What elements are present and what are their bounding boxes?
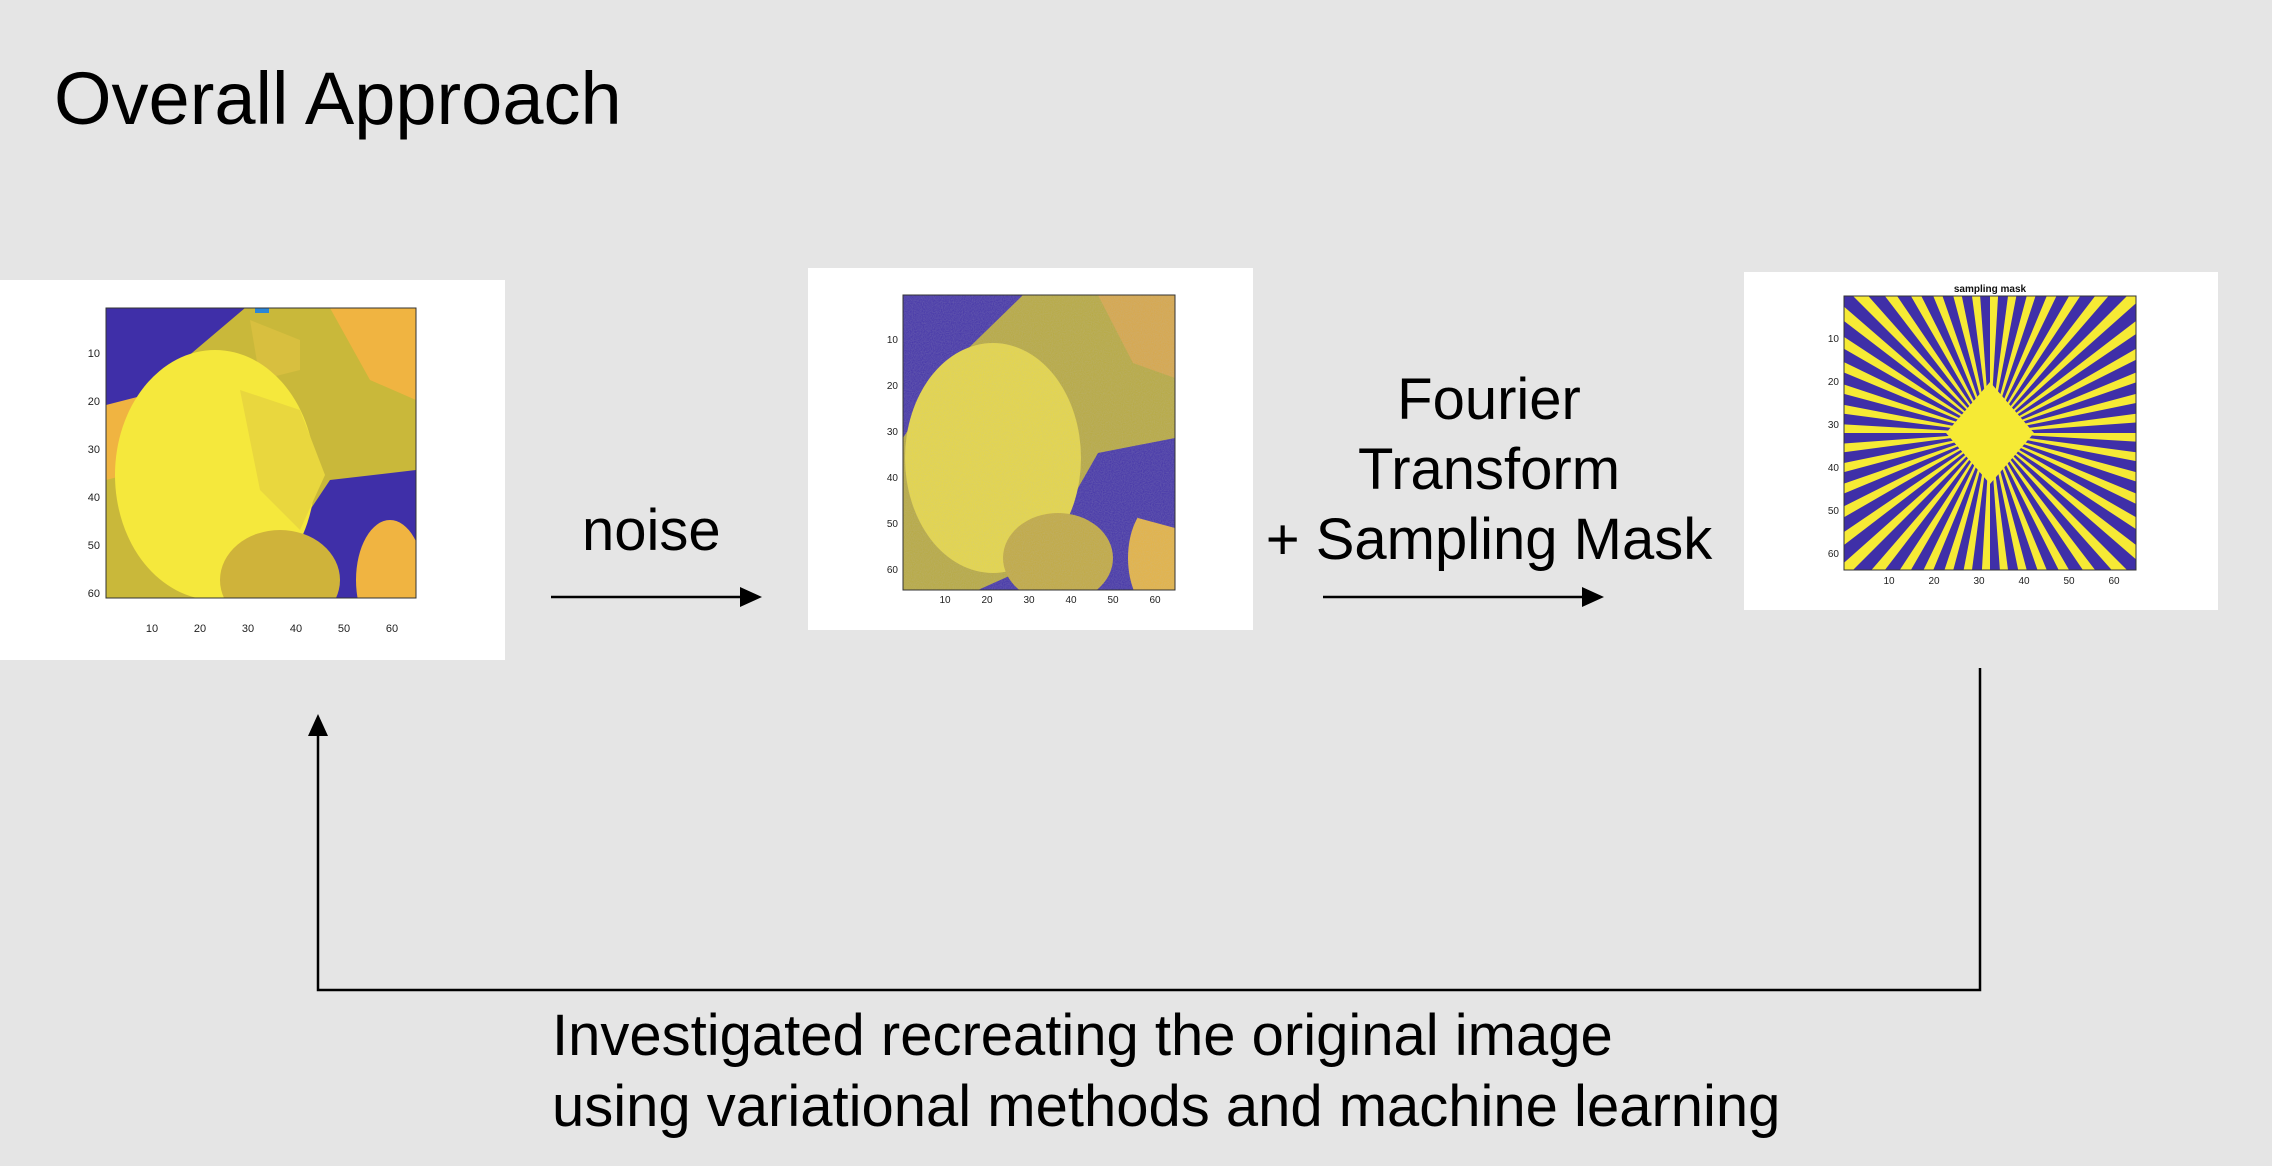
x-tick-label: 50 [338,623,350,635]
y-tick-label: 40 [887,473,899,484]
fourier-step-label: Fourier Transform + Sampling Mask [1254,365,1724,575]
mask-ray [1990,433,2136,560]
x-tick-label: 60 [386,623,398,635]
x-tick-label: 30 [1023,595,1035,606]
x-tick-label: 50 [2063,576,2075,587]
noisy-image-panel: 10 20 30 40 50 60 10 20 30 40 50 60 [808,268,1253,630]
y-tick-label: 30 [1828,420,1840,431]
x-tick-label: 60 [1149,595,1161,606]
noisy-image-plot: 10 20 30 40 50 60 10 20 30 40 50 60 [887,294,1176,606]
grain-region [240,390,325,530]
x-tick-label: 30 [242,623,254,635]
y-tick-label: 60 [887,565,899,576]
plot-frame [105,307,417,599]
mask-ray [1990,296,2136,433]
x-tick-label: 50 [1107,595,1119,606]
original-image-panel: 10 20 30 40 50 60 10 20 30 40 50 60 [0,280,505,660]
slide-title: Overall Approach [54,57,622,140]
mask-ray [1844,433,1990,494]
original-image-plot: 10 20 30 40 50 60 10 20 30 40 50 60 [88,307,417,635]
x-tick-label: 40 [2018,576,2030,587]
y-tick-label: 10 [887,335,899,346]
y-tick-label: 50 [887,519,899,530]
y-tick-label: 40 [1828,463,1840,474]
mask-ray [1990,433,2136,530]
mask-ray [1884,296,1990,433]
sampling-mask-panel: sampling mask 10 20 30 40 50 60 10 20 30… [1744,272,2218,610]
y-tick-label: 20 [1828,377,1840,388]
grain-region [220,530,340,598]
arrow-head-icon [740,587,762,607]
noise-step-label: noise [582,498,721,563]
conclusion-line: using variational methods and machine le… [552,1074,1781,1139]
y-tick-label: 50 [88,540,100,552]
mask-ray [1844,306,1990,433]
grain-region [250,320,300,380]
x-tick-label: 10 [939,595,951,606]
y-tick-label: 60 [88,588,100,600]
mask-ray [1844,433,1990,518]
plot-frame [902,294,1176,591]
x-tick-label: 20 [194,623,206,635]
mask-ray [1990,433,2136,482]
grain-region [330,308,416,400]
mask-ray [1990,372,2136,433]
arrow-head-icon [1582,587,1604,607]
mask-ray [1990,433,2096,570]
grain-region [255,308,269,313]
conclusion-line: Investigated recreating the original ima… [552,1003,1613,1068]
mask-ray [1844,433,1990,570]
feedback-loop-line [316,668,1982,992]
x-tick-label: 10 [146,623,158,635]
y-tick-label: 20 [887,381,899,392]
grain-region [356,520,416,598]
x-tick-label: 40 [1065,595,1077,606]
mask-ray [1853,296,1990,433]
y-tick-label: 10 [1828,334,1840,345]
x-tick-label: 60 [2108,576,2120,587]
sampling-mask-plot: sampling mask 10 20 30 40 50 60 10 20 30… [1828,284,2137,587]
plot-frame [1843,295,2137,571]
fourier-line: + Sampling Mask [1265,507,1713,572]
noise-overlay [903,295,1175,590]
y-tick-label: 60 [1828,549,1840,560]
y-tick-label: 40 [88,492,100,504]
y-tick-label: 50 [1828,506,1840,517]
fourier-line: Transform [1357,437,1621,502]
x-tick-label: 20 [981,595,993,606]
mask-ray [1990,433,2127,570]
mask-ray [1844,384,1990,433]
fourier-line: Fourier [1397,367,1581,432]
x-tick-label: 20 [1928,576,1940,587]
arrow-head-icon [308,714,328,736]
y-tick-label: 30 [88,444,100,456]
x-tick-label: 10 [1883,576,1895,587]
mask-ray [1990,433,2009,570]
y-tick-label: 10 [88,348,100,360]
x-tick-label: 40 [290,623,302,635]
mask-center [1946,382,2034,484]
mask-ray [1844,433,1990,546]
y-tick-label: 20 [88,396,100,408]
conclusion-text: Investigated recreating the original ima… [552,1000,1780,1142]
mask-ray [1990,296,1999,433]
mask-title: sampling mask [1954,284,2027,295]
y-tick-label: 30 [887,427,899,438]
x-tick-label: 30 [1973,576,1985,587]
